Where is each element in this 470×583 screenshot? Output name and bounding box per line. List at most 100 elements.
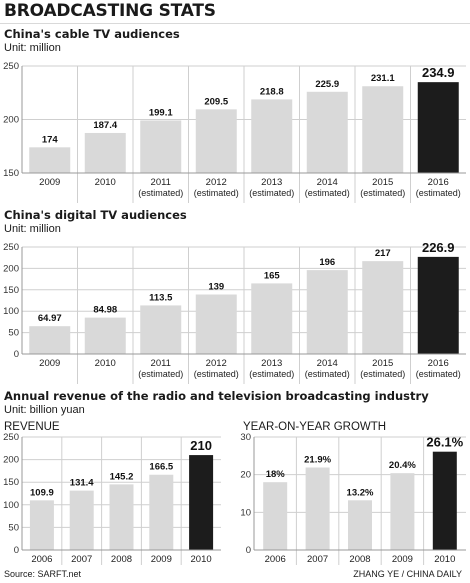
digital-category-sublabel: (estimated) (305, 369, 350, 379)
cable-category-sublabel: (estimated) (305, 188, 350, 198)
cable-category-sublabel: (estimated) (416, 188, 461, 198)
cable-value-label: 234.9 (422, 65, 455, 80)
title-divider (0, 23, 470, 24)
revenue-y-tick-label: 150 (3, 477, 19, 488)
revenue-category-label: 2007 (71, 554, 92, 565)
cable-category-label: 2012 (206, 177, 227, 188)
cable-y-tick-label: 150 (3, 168, 19, 179)
growth-value-label: 13.2% (347, 487, 374, 498)
digital-bar (84, 317, 126, 354)
growth-bar (432, 451, 457, 550)
digital-category-label: 2013 (261, 358, 282, 369)
digital-category-sublabel: (estimated) (360, 369, 405, 379)
cable-value-label: 218.8 (260, 86, 284, 97)
digital-value-label: 226.9 (422, 240, 455, 255)
revenue-bar (29, 500, 54, 550)
growth-y-tick-label: 30 (240, 432, 251, 443)
cable-chart-title: China's cable TV audiences (4, 27, 180, 41)
cable-category-label: 2016 (428, 177, 449, 188)
digital-category-sublabel: (estimated) (138, 369, 183, 379)
digital-bar (195, 294, 237, 354)
digital-category-sublabel: (estimated) (194, 369, 239, 379)
revenue-value-label: 131.4 (70, 478, 94, 489)
revenue-y-tick-label: 200 (3, 455, 19, 466)
digital-y-tick-label: 0 (14, 349, 19, 360)
revenue-value-label: 166.5 (149, 462, 173, 473)
growth-value-label: 21.9% (304, 455, 331, 466)
digital-value-label: 165 (264, 270, 281, 281)
cable-value-label: 187.4 (93, 120, 117, 131)
cable-category-label: 2010 (95, 177, 116, 188)
revenue-category-label: 2010 (191, 554, 212, 565)
revenue-bar (189, 455, 214, 550)
growth-bar (348, 500, 372, 550)
revenue-value-label: 109.9 (30, 487, 54, 498)
cable-bar (84, 132, 126, 173)
revenue-y-tick-label: 0 (14, 545, 19, 556)
growth-y-tick-label: 10 (240, 507, 251, 518)
growth-bar (263, 482, 288, 550)
digital-y-tick-label: 50 (8, 328, 19, 339)
digital-category-sublabel: (estimated) (249, 369, 294, 379)
digital-bar (251, 283, 293, 354)
growth-value-label: 26.1% (426, 435, 463, 450)
digital-category-label: 2015 (372, 358, 393, 369)
revenue-y-tick-label: 250 (3, 432, 19, 443)
revenue-value-label: 210 (190, 438, 212, 453)
revenue-category-label: 2009 (151, 554, 172, 565)
cable-category-label: 2009 (39, 177, 60, 188)
growth-bar (390, 473, 415, 550)
growth-category-label: 2007 (307, 554, 328, 565)
growth-category-label: 2009 (392, 554, 413, 565)
cable-chart-unit: Unit: million (4, 42, 61, 54)
revenue-bar (69, 490, 94, 550)
digital-chart-unit: Unit: million (4, 223, 61, 235)
digital-bar (362, 261, 404, 354)
digital-bar (140, 305, 182, 354)
revenue-section-title: Annual revenue of the radio and televisi… (4, 389, 429, 403)
revenue-y-tick-label: 50 (8, 522, 19, 533)
cable-category-label: 2013 (261, 177, 282, 188)
digital-category-label: 2009 (39, 358, 60, 369)
cable-bar (140, 120, 182, 173)
revenue-category-label: 2006 (31, 554, 52, 565)
cable-value-label: 199.1 (149, 107, 173, 118)
digital-value-label: 64.97 (38, 313, 62, 324)
digital-value-label: 139 (208, 282, 224, 293)
digital-y-tick-label: 150 (3, 285, 19, 296)
digital-y-tick-label: 200 (3, 263, 19, 274)
cable-y-tick-label: 200 (3, 115, 19, 126)
growth-bar (305, 467, 330, 550)
growth-chart-title: YEAR-ON-YEAR GROWTH (243, 421, 387, 433)
growth-category-label: 2010 (434, 554, 455, 565)
revenue-value-label: 145.2 (110, 471, 134, 482)
cable-category-label: 2011 (151, 177, 171, 188)
cable-value-label: 209.5 (204, 96, 228, 107)
digital-category-label: 2014 (317, 358, 338, 369)
source-note: Source: SARFT.net (4, 569, 82, 579)
cable-bar (29, 147, 71, 173)
cable-category-sublabel: (estimated) (138, 188, 183, 198)
digital-category-label: 2011 (151, 358, 171, 369)
cable-category-label: 2014 (317, 177, 338, 188)
growth-category-label: 2008 (349, 554, 370, 565)
growth-y-tick-label: 20 (240, 470, 251, 481)
cable-value-label: 174 (42, 134, 59, 145)
digital-category-sublabel: (estimated) (416, 369, 461, 379)
cable-bar (195, 109, 237, 173)
digital-chart-title: China's digital TV audiences (4, 208, 187, 222)
digital-value-label: 84.98 (93, 305, 117, 316)
cable-bar (362, 86, 404, 173)
cable-category-sublabel: (estimated) (249, 188, 294, 198)
growth-y-tick-label: 0 (246, 545, 251, 556)
cable-y-tick-label: 250 (3, 61, 19, 72)
digital-y-tick-label: 100 (3, 306, 19, 317)
digital-bar (29, 326, 71, 354)
revenue-bar (149, 474, 174, 550)
cable-category-label: 2015 (372, 177, 393, 188)
cable-bar (417, 82, 459, 173)
revenue-bar (109, 484, 134, 550)
digital-category-label: 2010 (95, 358, 116, 369)
digital-bar (306, 270, 348, 354)
digital-y-tick-label: 250 (3, 242, 19, 253)
